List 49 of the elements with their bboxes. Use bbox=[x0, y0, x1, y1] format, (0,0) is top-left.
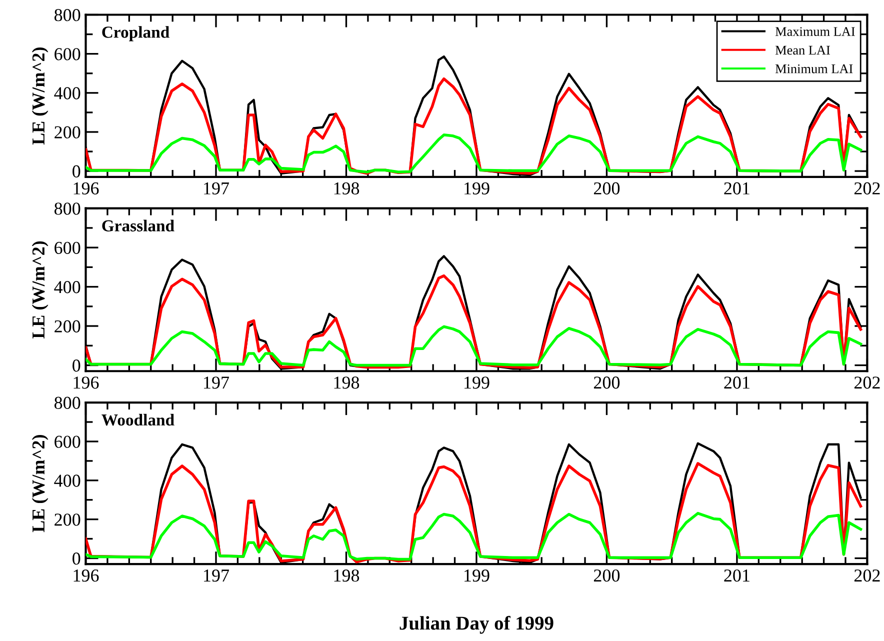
line-series bbox=[86, 325, 862, 367]
y-axis-title: LE (W/m^2) bbox=[32, 47, 48, 145]
y-tick-label: 0 bbox=[72, 360, 80, 372]
y-tick-label: 400 bbox=[54, 281, 80, 294]
y-axis-title: LE (W/m^2) bbox=[32, 434, 48, 532]
text: Grassland bbox=[102, 220, 174, 232]
x-tick-label: 198 bbox=[334, 569, 360, 582]
y-tick-label: 800 bbox=[54, 396, 80, 409]
line-series bbox=[86, 512, 862, 561]
x-tick-label: 202 bbox=[854, 569, 880, 582]
y-tick-label: 800 bbox=[54, 202, 80, 215]
legend-label: Mean LAI bbox=[775, 46, 830, 55]
y-tick-label: 400 bbox=[54, 87, 80, 100]
line-series bbox=[86, 134, 862, 174]
x-tick-label: 202 bbox=[854, 376, 880, 389]
x-axis-title: Julian Day of 1999 bbox=[400, 616, 554, 634]
x-tick-label: 201 bbox=[724, 376, 750, 389]
x-tick-label: 200 bbox=[594, 376, 620, 389]
x-tick-label: 200 bbox=[594, 569, 620, 582]
x-tick-label: 196 bbox=[74, 570, 99, 582]
x-tick-label: 199 bbox=[464, 182, 490, 194]
y-tick-label: 200 bbox=[54, 126, 80, 138]
x-tick-label: 198 bbox=[334, 376, 360, 389]
y-tick-label: 600 bbox=[54, 436, 80, 448]
x-tick-label: 199 bbox=[464, 570, 490, 582]
x-tick-label: 202 bbox=[854, 182, 880, 194]
y-tick-label: 200 bbox=[54, 320, 80, 332]
y-tick-label: 200 bbox=[54, 514, 80, 526]
legend-label: Minimum LAI bbox=[775, 64, 853, 74]
y-axis-title: LE (W/m^2) bbox=[32, 241, 48, 339]
y-tick-label: 800 bbox=[54, 9, 80, 22]
y-tick-label: 0 bbox=[72, 552, 80, 565]
legend-label: Maximum LAI bbox=[775, 27, 855, 36]
y-tick-label: 600 bbox=[54, 48, 80, 60]
x-tick-label: 198 bbox=[334, 182, 360, 194]
x-tick-label: 196 bbox=[74, 376, 99, 389]
x-tick-label: 196 bbox=[74, 182, 99, 194]
y-tick-label: 400 bbox=[54, 474, 80, 487]
x-tick-label: 197 bbox=[204, 376, 230, 389]
x-tick-label: 197 bbox=[204, 182, 230, 194]
x-tick-label: 201 bbox=[724, 569, 750, 582]
y-tick-label: 0 bbox=[72, 165, 80, 178]
y-tick-label: 600 bbox=[54, 242, 80, 254]
x-tick-label: 201 bbox=[724, 182, 750, 194]
text: Cropland bbox=[102, 26, 170, 42]
x-tick-label: 200 bbox=[594, 182, 620, 194]
text: Woodland bbox=[102, 414, 174, 426]
x-tick-label: 197 bbox=[204, 570, 230, 582]
x-tick-label: 199 bbox=[464, 376, 490, 389]
